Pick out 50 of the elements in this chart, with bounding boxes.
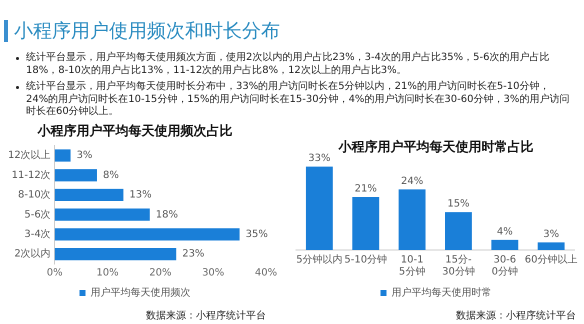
x-tick-label: 15分-30分钟: [442, 254, 475, 278]
y-tick-label: 3-4次: [24, 228, 51, 240]
x-tick-label: 5-10分钟: [344, 254, 388, 266]
bar: [54, 188, 124, 202]
data-label: 3%: [76, 150, 92, 162]
y-tick-label: 12次以上: [8, 149, 51, 162]
x-tick-label: 30-60分钟: [492, 254, 518, 278]
data-label: 4%: [496, 226, 513, 238]
source-note: 数据来源：小程序统计平台: [456, 310, 576, 322]
bar: [54, 228, 240, 241]
data-label: 3%: [543, 229, 560, 240]
legend-label: 用户平均每天使用频次: [90, 286, 190, 299]
bar: [54, 169, 97, 182]
x-tick-label: 40%: [254, 268, 278, 279]
bar: [538, 242, 565, 250]
text: 统计平台显示，用户平均每天使用频次方面，使用2次以内的用户占比23%，3-4次的用户占比35%，5-6次的用户占比18%，8-10次的用户占比13%，11-12次的用户占比8%，12次以上的用户占比3%。: [26, 52, 550, 77]
x-tick-label: 10%: [96, 268, 119, 279]
y-tick-label: 5-6次: [24, 209, 51, 220]
x-tick-label: 20%: [149, 268, 172, 279]
x-tick-label: 0%: [46, 268, 63, 279]
bar: [54, 248, 176, 260]
data-label: 8%: [102, 170, 119, 181]
x-tick-label: 5分钟以内: [296, 254, 343, 266]
data-label: 33%: [308, 153, 330, 164]
bar: [352, 196, 380, 250]
data-label: 21%: [354, 184, 377, 195]
data-label: 18%: [156, 209, 178, 220]
bar: [398, 189, 426, 250]
bar: [54, 208, 150, 221]
text: 小程序用户使用频次和时长分布: [14, 19, 280, 44]
data-label: 23%: [182, 248, 204, 260]
chart-title: 小程序用户平均每天使用频次占比: [36, 123, 232, 140]
x-tick-label: 10-15分钟: [398, 254, 426, 278]
source-note: 数据来源：小程序统计平台: [146, 310, 266, 322]
y-tick-label: 2次以内: [14, 248, 51, 260]
bar: [54, 149, 71, 162]
data-label: 15%: [447, 198, 470, 210]
data-label: 13%: [129, 190, 152, 201]
data-label: 35%: [246, 228, 268, 240]
x-tick-label: 30%: [202, 268, 224, 279]
data-label: 24%: [400, 176, 424, 187]
bar: [491, 240, 518, 250]
text: 统计平台显示，用户平均每天使用时长分布中，33%的用户访问时长在5分钟以内，21%的用户访问时长在5-10分钟，24%的用户访问时长在10-15分钟，15%的用户访问时长在15-30分钟，4%的用户访问时长在30-60分钟，3%的用户访问时长在60分钟以上。: [26, 81, 570, 118]
legend-label: 用户平均每天使用时常: [392, 286, 492, 299]
bar: [445, 212, 472, 250]
y-tick-label: 11-12次: [12, 170, 51, 181]
y-tick-label: 8-10次: [18, 190, 51, 201]
chart-title: 小程序用户平均每天使用时常占比: [338, 139, 534, 156]
bar: [306, 166, 333, 250]
x-tick-label: 60分钟以上: [524, 254, 578, 266]
